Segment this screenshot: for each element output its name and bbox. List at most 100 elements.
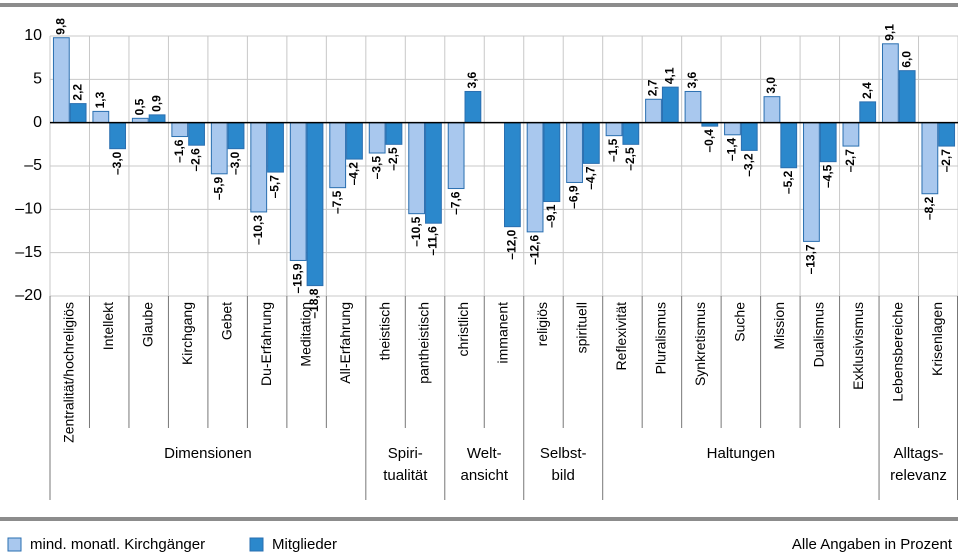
x-tick-label: theistisch xyxy=(376,302,392,360)
group-label: tualität xyxy=(383,467,428,484)
x-tick-label: christlich xyxy=(455,302,471,356)
bar xyxy=(543,122,561,203)
group-label: bild xyxy=(552,467,575,484)
x-tick-label: Pluralismus xyxy=(653,302,669,374)
value-label: 1,3 xyxy=(93,91,107,108)
bar xyxy=(188,122,205,146)
value-label: –2,6 xyxy=(189,148,203,172)
value-label: –1,4 xyxy=(725,137,739,161)
y-tick-label: –15 xyxy=(15,244,42,261)
value-label: –12,6 xyxy=(527,235,541,265)
x-tick-label: Du-Erfahrung xyxy=(258,302,274,386)
value-label: –8,2 xyxy=(922,196,936,220)
x-tick-label: Intellekt xyxy=(100,302,116,350)
value-label: –11,6 xyxy=(426,226,440,256)
legend-label: mind. monatl. Kirchgänger xyxy=(30,536,205,553)
bar xyxy=(109,122,127,150)
group-label: Dimensionen xyxy=(164,445,252,462)
value-label: –3,5 xyxy=(369,156,383,180)
bar xyxy=(171,122,189,138)
bar xyxy=(684,90,702,124)
value-label: –2,5 xyxy=(623,147,637,171)
value-label: 9,8 xyxy=(54,18,68,35)
y-tick-label: 10 xyxy=(24,27,42,44)
value-label: –12,0 xyxy=(505,229,519,259)
value-label: –4,7 xyxy=(584,166,598,190)
x-tick-label: Meditation xyxy=(297,302,313,367)
bar xyxy=(227,122,245,150)
value-label: –13,7 xyxy=(804,244,818,274)
bar xyxy=(526,122,544,233)
value-label: 0,5 xyxy=(132,98,146,115)
x-tick-label: Synkretismus xyxy=(692,302,708,386)
y-tick-label: –20 xyxy=(15,287,42,304)
value-label: –5,7 xyxy=(268,175,282,199)
y-tick-label: –10 xyxy=(15,201,42,218)
value-label: –5,2 xyxy=(781,170,795,194)
bar xyxy=(921,122,939,195)
bar xyxy=(898,70,916,124)
value-label: –9,1 xyxy=(544,204,558,228)
bar xyxy=(938,122,956,147)
bar xyxy=(881,43,899,124)
bar xyxy=(763,96,781,124)
bar xyxy=(622,122,640,145)
legend-label: Mitglieder xyxy=(272,536,337,553)
group-label: ansicht xyxy=(460,467,508,484)
value-label: –18,8 xyxy=(307,288,321,318)
group-label: Spiri- xyxy=(388,445,423,462)
bar xyxy=(408,122,426,215)
bar xyxy=(661,86,679,124)
bar xyxy=(250,122,268,213)
value-label: 3,6 xyxy=(685,71,699,88)
value-label: –0,4 xyxy=(702,129,716,153)
x-tick-label: Zentralität/hochreligiös xyxy=(60,302,76,443)
value-label: –1,6 xyxy=(172,139,186,163)
bar xyxy=(52,37,70,124)
value-label: –2,7 xyxy=(939,149,953,173)
value-label: 2,7 xyxy=(646,79,660,96)
bar xyxy=(425,122,442,224)
note: Alle Angaben in Prozent xyxy=(792,536,953,553)
value-label: –3,0 xyxy=(228,151,242,175)
value-label: 2,2 xyxy=(70,84,84,101)
bar xyxy=(267,122,284,173)
bar xyxy=(605,122,623,137)
group-label: Alltags- xyxy=(894,445,944,462)
value-label: –4,5 xyxy=(820,164,834,188)
y-tick-label: –5 xyxy=(24,157,42,174)
bar xyxy=(447,122,465,190)
bar xyxy=(329,122,347,189)
bar xyxy=(780,122,798,169)
y-tick-label: 0 xyxy=(33,114,42,131)
value-label: 0,9 xyxy=(149,95,163,112)
x-tick-label: immanent xyxy=(495,302,511,364)
bar xyxy=(740,122,758,151)
value-label: –10,5 xyxy=(409,216,423,246)
value-label: –10,3 xyxy=(251,215,265,245)
x-tick-label: Exklusivismus xyxy=(850,302,866,390)
bar xyxy=(819,122,837,163)
bar xyxy=(645,98,662,124)
bar xyxy=(92,110,110,124)
value-label: 2,4 xyxy=(860,82,874,99)
bar xyxy=(210,122,228,175)
x-tick-label: Suche xyxy=(732,302,748,342)
value-label: –6,9 xyxy=(567,185,581,209)
x-tick-label: Lebensbereiche xyxy=(889,302,905,402)
legend-swatch xyxy=(249,537,264,552)
group-label: Selbst- xyxy=(540,445,587,462)
y-tick-label: 5 xyxy=(33,71,42,88)
bar xyxy=(368,122,386,154)
bar xyxy=(724,122,741,136)
value-label: –2,7 xyxy=(843,149,857,173)
group-label: relevanz xyxy=(890,467,947,484)
value-label: –3,2 xyxy=(741,153,755,177)
bar xyxy=(803,122,820,242)
x-tick-label: pantheistisch xyxy=(416,302,432,384)
x-tick-label: Mission xyxy=(771,302,787,349)
x-tick-label: Krisenlagen xyxy=(929,302,945,376)
value-label: 4,1 xyxy=(662,67,676,84)
legend-swatch xyxy=(7,537,22,552)
